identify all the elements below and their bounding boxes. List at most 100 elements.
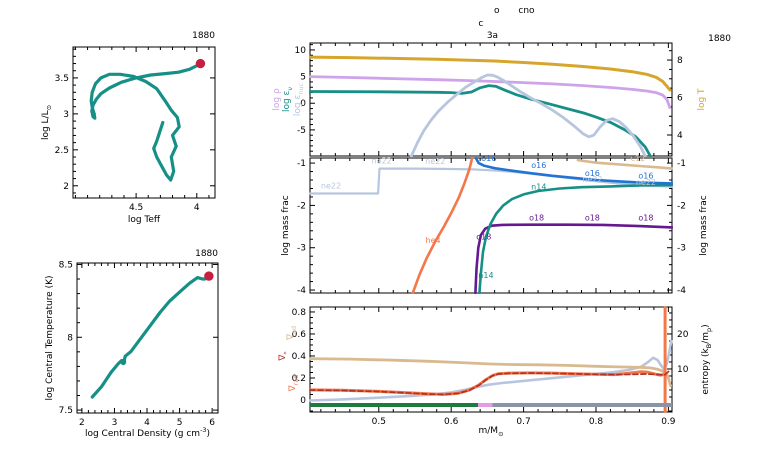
prof-top-log-eps-nu-curve xyxy=(309,84,652,157)
prof-bot-grad-star-curve xyxy=(309,369,671,396)
hr-ytick-label: 2 xyxy=(63,182,69,192)
isotope-label-ne22: ne22 xyxy=(425,157,445,166)
isotope-label-ne22: ne22 xyxy=(321,181,341,190)
prof-mid-n14-curve xyxy=(478,183,673,294)
prof-bot-ytick-label: 20 xyxy=(677,330,689,340)
isotope-label-o16: o16 xyxy=(481,154,496,163)
prof-top-ytick-label: 10 xyxy=(295,46,307,56)
trho-marker xyxy=(204,271,214,281)
hr-panel: 4.5 4 2 2.5 3 3.5 log L/L⊙ log Teff 1880 xyxy=(41,31,216,225)
prof-top-model-number-stamp: 1880 xyxy=(708,34,731,44)
trho-ytick-label: 8 xyxy=(67,333,73,343)
prof-mid-he4-curve xyxy=(411,157,474,294)
burn-region-label-cno: cno xyxy=(518,6,535,16)
isotope-label-ne22: ne22 xyxy=(372,157,392,166)
prof-mid-ytick-label: -4 xyxy=(677,286,686,296)
prof-mid-o16-curve xyxy=(474,157,673,185)
isotope-label-o16: o16 xyxy=(585,169,600,178)
prof-top-right-axis-label: log T xyxy=(697,88,707,111)
trho-xtick-label: 5 xyxy=(177,418,183,428)
trho-model-number-stamp: 1880 xyxy=(195,249,218,259)
prof-bot-xtick-label: 0.6 xyxy=(444,417,459,427)
hr-ytick-label: 3.5 xyxy=(55,74,69,84)
prof-mid-left-axis-label: log mass frac xyxy=(281,195,291,255)
hr-ytick-label: 2.5 xyxy=(55,146,69,156)
prof-bot-left-axis-label: ∇* xyxy=(278,351,290,362)
prof-mid-ytick-label: -3 xyxy=(297,244,306,254)
prof-bot-left-axis-label: ∇ad xyxy=(286,326,298,341)
prof-bot-ytick-label: 0.2 xyxy=(292,374,306,384)
prof-mid-ytick-label: -1 xyxy=(677,159,686,169)
hr-marker xyxy=(195,58,206,69)
prof-bot-ytick-label: 0.6 xyxy=(292,330,307,340)
trho-xtick-label: 6 xyxy=(209,418,215,428)
hr-xtick-label: 4 xyxy=(194,203,200,213)
prof-top-ytick-label: 5 xyxy=(300,73,306,83)
prof-mid-ytick-label: -2 xyxy=(677,201,686,211)
trho-xtick-label: 4 xyxy=(144,418,150,428)
prof-mid-panel: -1 -2 -3 -4 -1 -2 -3 -4 ne22 ne22 ne22 ne22 ne22 he4 o… xyxy=(281,154,709,296)
prof-bot-xtick-label: 0.9 xyxy=(661,417,676,427)
prof-top-left-axis-label: log εnuc xyxy=(293,82,305,116)
prof-top-log-rho-curve xyxy=(309,75,672,109)
trho-left-axis-label: log Central Temperature (K) xyxy=(45,275,55,400)
prof-mid-ytick-label: -3 xyxy=(677,244,686,254)
prof-top-frame xyxy=(309,42,673,157)
prof-mid-frame xyxy=(309,157,673,294)
burn-region-label-3a: 3a xyxy=(487,31,498,41)
hr-x-axis-label: log Teff xyxy=(128,215,161,225)
isotope-label-ne22: ne22 xyxy=(582,175,602,184)
isotope-label-o18: o18 xyxy=(476,232,491,241)
prof-mid-ytick-label: -4 xyxy=(297,286,306,296)
hr-xtick-label: 4.5 xyxy=(129,203,143,213)
trho-marker xyxy=(120,359,127,366)
trho-ytick-label: 8.5 xyxy=(59,260,73,270)
prof-bot-panel: 0.5 0.6 0.7 0.8 0.9 0 0.2 0.4 0.6 0.8 10 20 ∇ad ∇* ∇ra… xyxy=(278,306,713,438)
prof-bot-xtick-label: 0.8 xyxy=(589,417,604,427)
trho-panel: 2 3 4 5 6 7.5 8 8.5 log Central Temperature (K) l… xyxy=(45,249,219,439)
prof-top-ytick-label: 0 xyxy=(300,99,306,109)
isotope-label-ne22: ne22 xyxy=(636,178,656,187)
isotope-label-o16: o16 xyxy=(531,161,546,170)
isotope-label-o18: o18 xyxy=(638,214,653,223)
trho-central-track-curve xyxy=(90,274,211,399)
prof-bot-left-axis-label: ∇rad xyxy=(288,375,300,393)
prof-bot-grad-ad-curve xyxy=(309,357,672,388)
isotope-label-n14: n14 xyxy=(531,182,546,191)
prof-mid-ytick-label: -1 xyxy=(297,159,306,169)
prof-mid-o18-curve xyxy=(474,223,673,294)
hr-evolution-track-curve xyxy=(89,61,202,182)
hr-left-axis-label: log L/L⊙ xyxy=(41,105,53,140)
prof-bot-ytick-label: 10 xyxy=(677,365,689,375)
hr-model-number-stamp: 1880 xyxy=(192,31,215,41)
prof-mid-c12-curve xyxy=(576,158,673,170)
prof-bot-right-axis-label: entropy (kB/mp) xyxy=(701,324,713,394)
burn-region-label-o: o xyxy=(494,6,500,16)
prof-top-ytick-label: 8 xyxy=(677,56,683,66)
prof-bot-ytick-label: 0.4 xyxy=(292,352,307,362)
prof-bot-xtick-label: 0.5 xyxy=(372,417,386,427)
prof-top-ytick-label: 6 xyxy=(677,94,683,104)
prof-top-log-T-curve xyxy=(309,55,672,92)
prof-top-log-eps-nuc-curve xyxy=(410,73,647,157)
hr-frame xyxy=(72,46,216,199)
trho-xtick-label: 3 xyxy=(112,418,118,428)
trho-xtick-label: 2 xyxy=(79,418,85,428)
hr-ytick-label: 3 xyxy=(63,110,69,120)
prof-bot-ytick-label: 0 xyxy=(300,396,306,406)
prof-mid-ytick-label: -2 xyxy=(297,201,306,211)
prof-top-left-axis-label: log εν xyxy=(282,87,294,112)
prof-bot-xtick-label: 0.7 xyxy=(516,417,530,427)
prof-mid-right-axis-label: log mass frac xyxy=(699,195,709,255)
burn-region-label-c: c xyxy=(478,19,483,29)
isotope-label-o16: o16 xyxy=(638,171,653,180)
trho-x-axis-label: log Central Density (g cm-3) xyxy=(85,426,210,439)
prof-top-ytick-label: -5 xyxy=(297,126,306,136)
isotope-label-he4: he4 xyxy=(426,236,441,245)
prof-bot-ytick-label: 0.8 xyxy=(292,308,307,318)
prof-bot-x-axis-label: m/M⊙ xyxy=(479,426,504,438)
prof-top-ytick-label: 4 xyxy=(677,131,683,141)
